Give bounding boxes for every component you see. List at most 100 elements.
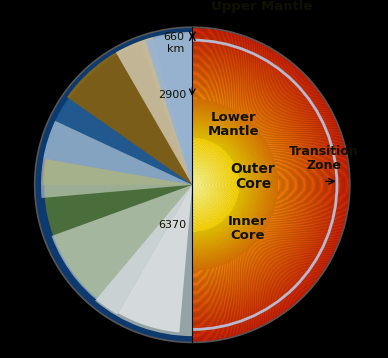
Wedge shape [192,65,312,305]
Wedge shape [192,141,236,228]
Wedge shape [192,179,197,190]
Wedge shape [192,78,299,291]
Wedge shape [192,111,266,258]
Wedge shape [192,144,233,226]
Wedge shape [192,111,267,259]
Wedge shape [192,169,208,200]
Wedge shape [192,97,280,272]
Wedge shape [192,126,251,244]
Wedge shape [43,44,192,185]
Wedge shape [192,64,313,306]
Wedge shape [192,43,334,326]
Wedge shape [192,95,282,274]
Wedge shape [192,29,348,340]
Wedge shape [192,74,303,296]
Wedge shape [192,87,290,282]
Wedge shape [192,159,218,210]
Wedge shape [192,28,349,342]
Wedge shape [192,100,277,270]
Wedge shape [192,173,204,197]
Wedge shape [192,83,294,287]
Wedge shape [192,109,268,261]
Wedge shape [192,106,271,263]
Wedge shape [192,143,234,227]
Wedge shape [192,183,195,187]
Wedge shape [192,154,223,216]
Wedge shape [192,139,238,230]
Wedge shape [192,36,341,333]
Wedge shape [192,82,295,288]
Wedge shape [192,140,237,230]
Wedge shape [192,91,286,279]
Wedge shape [192,174,203,195]
Wedge shape [192,167,210,203]
Wedge shape [192,57,320,313]
Wedge shape [192,38,339,332]
Wedge shape [192,166,211,203]
Wedge shape [192,146,231,224]
Wedge shape [192,61,316,308]
Wedge shape [192,67,310,303]
Wedge shape [192,124,253,246]
Wedge shape [192,112,265,257]
Wedge shape [192,170,207,200]
Wedge shape [192,99,278,271]
Wedge shape [192,88,289,281]
Wedge shape [192,117,260,253]
Wedge shape [192,105,272,265]
Wedge shape [192,159,218,211]
Wedge shape [192,157,220,213]
Wedge shape [192,122,255,248]
Wedge shape [192,116,261,254]
Wedge shape [192,180,197,189]
Wedge shape [192,119,258,251]
Wedge shape [192,121,256,249]
Wedge shape [192,89,288,281]
Wedge shape [192,181,196,189]
Wedge shape [192,121,256,248]
Wedge shape [52,185,192,314]
Wedge shape [192,176,201,194]
Wedge shape [192,130,247,240]
Wedge shape [192,59,319,311]
Wedge shape [192,155,222,215]
Wedge shape [192,119,258,251]
Wedge shape [192,98,279,272]
Wedge shape [192,137,239,232]
Wedge shape [192,71,306,299]
Wedge shape [192,110,268,260]
Wedge shape [192,107,270,262]
Wedge shape [192,153,224,217]
Wedge shape [192,161,216,208]
Wedge shape [192,41,336,329]
Wedge shape [192,112,265,258]
Wedge shape [192,165,212,204]
Wedge shape [192,133,244,236]
Wedge shape [192,128,249,242]
Wedge shape [192,52,326,318]
Wedge shape [192,104,273,265]
Wedge shape [192,70,307,299]
Wedge shape [192,178,199,191]
Text: Inner
Core: Inner Core [228,214,267,242]
Wedge shape [192,172,205,198]
Wedge shape [192,175,202,194]
Wedge shape [192,118,259,251]
Wedge shape [192,152,225,218]
Wedge shape [192,145,232,224]
Wedge shape [192,117,260,252]
Wedge shape [192,31,346,339]
Wedge shape [192,47,330,323]
Wedge shape [192,139,238,231]
Text: Transition
Zone: Transition Zone [289,145,359,172]
Wedge shape [192,166,211,204]
Wedge shape [192,84,293,286]
Wedge shape [192,79,298,290]
Wedge shape [116,32,192,185]
Wedge shape [192,115,262,254]
Wedge shape [192,146,231,223]
Wedge shape [192,155,222,214]
Wedge shape [192,102,275,268]
Wedge shape [192,120,257,250]
Wedge shape [192,84,293,285]
